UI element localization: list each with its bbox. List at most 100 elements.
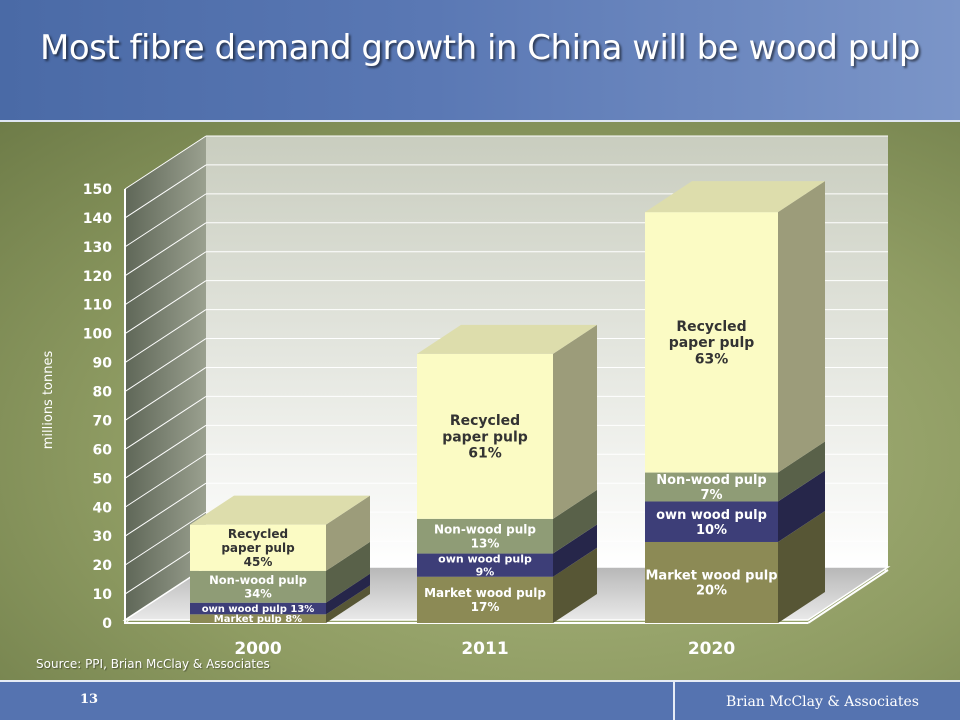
bar-side: [326, 585, 370, 623]
bar-side: [553, 547, 597, 623]
bar-face: [190, 602, 326, 615]
data-label-own-wood-pulp-9: own wood pulp 9%: [438, 553, 532, 579]
gridline-side: [124, 193, 207, 248]
bar-side: [778, 510, 825, 623]
bar-face: [417, 518, 553, 554]
bar-top: [645, 181, 825, 213]
y-tick-label: 0: [102, 616, 112, 632]
y-tick-label: 90: [93, 356, 113, 372]
footer-topline: [0, 680, 960, 682]
gridline-side: [124, 453, 207, 508]
bar-segment-recycled-2011: Recycled paper pulp 61%: [417, 324, 597, 519]
bar-face: [190, 614, 326, 623]
slide-title: Most fibre demand growth in China will b…: [40, 28, 920, 68]
bar-face: [645, 541, 778, 623]
bar-face: [190, 524, 326, 571]
slide-header: [0, 0, 960, 120]
gridline-side: [124, 309, 207, 364]
bar-side: [326, 495, 370, 571]
footer-divider: [673, 680, 675, 720]
x-axis-depth-line: [807, 569, 889, 624]
y-tick-label: 40: [93, 500, 113, 516]
bar-segment-recycled-2000: Recycled paper pulp 45%: [190, 495, 370, 571]
bar-side: [326, 541, 370, 603]
category-labels: 2000 2011 2020: [234, 639, 735, 659]
data-label-recycled-paper-pulp-63: Recycled paper pulp 63%: [669, 319, 755, 367]
gridline-side: [124, 135, 207, 190]
y-tick-label: 50: [93, 471, 113, 487]
y-tick-label: 140: [83, 211, 112, 227]
bar-segment-market-2000: Market pulp 8%: [190, 585, 370, 625]
y-tick-label: 20: [93, 558, 113, 574]
data-label-non-wood-pulp-7: Non-wood pulp 7%: [656, 473, 767, 503]
gridline-side: [124, 482, 207, 537]
x-category-label: 2011: [461, 639, 508, 659]
y-tick-label: 120: [83, 269, 112, 285]
bar-side: [778, 441, 825, 502]
stacked-bar-chart: 0 10 20 30 40 50 60 70 80 90 100 110 120 130 140 150 mi…: [41, 135, 891, 659]
y-tick-label: 30: [93, 529, 113, 545]
bar-face: [645, 472, 778, 502]
gridline-side: [124, 251, 207, 306]
y-tick-label: 150: [83, 182, 112, 198]
x-category-label: 2020: [688, 639, 735, 659]
y-axis-label: millions tonnes: [41, 351, 56, 450]
bar-face: [190, 570, 326, 603]
y-axis-ticks: 0 10 20 30 40 50 60 70 80 90 100 110 120 130 140 150: [83, 182, 112, 632]
bars: Market pulp 8%own wood pulp 13% Non-wood …: [190, 181, 825, 625]
bar-segment-own-2000: own wood pulp 13%: [190, 573, 370, 615]
bar-top: [417, 324, 597, 354]
bar-segment-market-2011: Market wood pulp 17%: [417, 547, 597, 623]
bar-side: [553, 489, 597, 554]
bar-side: [326, 573, 370, 615]
footer-company: Brian McClay & Associates: [726, 694, 919, 710]
y-tick-label: 10: [93, 587, 113, 603]
gridline-side: [124, 367, 207, 421]
gridline-side: [124, 338, 207, 392]
header-rule: [0, 120, 960, 122]
y-tick-label: 100: [83, 327, 112, 343]
source-note: Source: PPI, Brian McClay & Associates: [36, 657, 270, 671]
bar-segment-nonwood-2020: Non-wood pulp 7%: [645, 441, 825, 503]
bar-side: [553, 324, 597, 519]
x-category-label: 2000: [234, 639, 281, 659]
data-label-recycled-paper-pulp-61: Recycled paper pulp 61%: [442, 413, 528, 461]
gridline-side: [124, 511, 207, 566]
bar-face: [645, 501, 778, 542]
page-number: 13: [80, 692, 99, 707]
gridline-side: [124, 222, 207, 277]
data-label-recycled-paper-pulp-45: Recycled paper pulp 45%: [221, 527, 295, 569]
bar-segment-nonwood-2011: Non-wood pulp 13%: [417, 489, 597, 554]
bar-segment-own-2011: own wood pulp 9%: [417, 524, 597, 579]
bar-side: [778, 181, 825, 473]
gridline-side: [124, 280, 207, 335]
bar-segment-own-2020: own wood pulp 10%: [645, 470, 825, 542]
y-tick-label: 110: [83, 298, 112, 314]
y-tick-label: 70: [93, 413, 113, 429]
gridline-side: [124, 164, 207, 219]
bar-face: [417, 576, 553, 623]
bar-top: [190, 495, 370, 525]
bar-segment-market-2020: Market wood pulp 20%: [645, 510, 825, 623]
data-label-own-wood-pulp-13: own wood pulp 13%: [202, 604, 315, 615]
data-label-market-wood-pulp-20: Market wood pulp 20%: [646, 569, 778, 599]
bar-segment-recycled-2020: Recycled paper pulp 63%: [645, 181, 825, 473]
bar-side: [553, 524, 597, 577]
slide-footer: [0, 680, 960, 720]
data-label-non-wood-pulp-13: Non-wood pulp 13%: [434, 523, 536, 551]
data-label-non-wood-pulp-34: Non-wood pulp 34%: [209, 573, 307, 600]
bar-segment-nonwood-2000: Non-wood pulp 34%: [190, 541, 370, 603]
bar-face: [417, 553, 553, 577]
bar-side: [778, 470, 825, 542]
gridline-side: [124, 395, 207, 450]
data-label-market-pulp-8: Market pulp 8%: [214, 614, 302, 625]
data-label-market-wood-pulp-17: Market wood pulp 17%: [424, 586, 546, 614]
y-tick-label: 60: [93, 442, 113, 458]
gridline-side: [124, 424, 207, 479]
y-tick-label: 130: [83, 240, 112, 256]
y-tick-label: 80: [93, 385, 113, 401]
data-label-own-wood-pulp-10: own wood pulp 10%: [656, 508, 767, 538]
bar-face: [645, 212, 778, 473]
bar-face: [417, 353, 553, 519]
chart-side-wall: [125, 136, 206, 620]
